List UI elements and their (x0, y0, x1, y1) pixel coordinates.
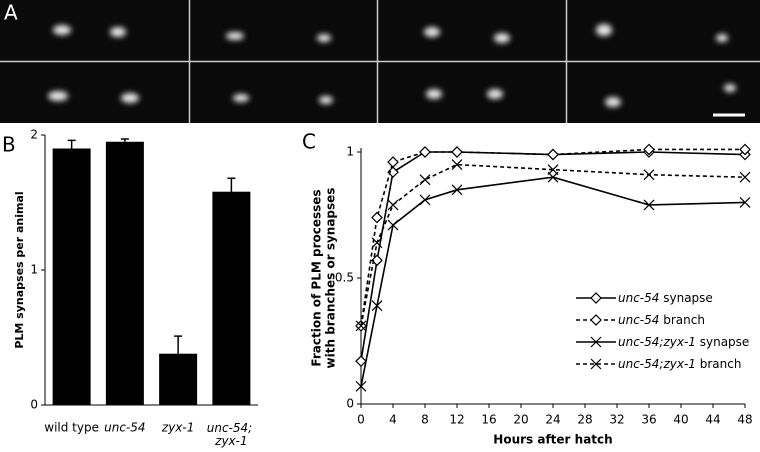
x-tick-label: 24 (545, 413, 560, 427)
marker (371, 211, 383, 224)
marker (371, 237, 383, 249)
x-tick-label: 4 (389, 413, 397, 427)
marker (643, 199, 655, 211)
marker (387, 219, 399, 231)
legend-label: unc-54 branch (618, 313, 705, 327)
marker (547, 164, 559, 176)
marker (419, 146, 431, 158)
legend-label: unc-54 synapse (618, 291, 713, 305)
x-tick-label: 48 (737, 413, 752, 427)
bar (159, 353, 198, 405)
marker (419, 174, 431, 186)
panel-label: B (2, 133, 16, 157)
marker (451, 184, 463, 196)
marker (419, 194, 431, 206)
y-tick-label: 0.5 (335, 271, 354, 285)
x-tick-label: 36 (641, 413, 656, 427)
marker (739, 143, 751, 156)
x-tick-label: wild type (44, 421, 99, 435)
marker (387, 166, 399, 179)
marker (371, 300, 383, 312)
x-tick-label: 40 (673, 413, 688, 427)
panel-label: C (302, 130, 316, 154)
marker (451, 146, 463, 158)
y-axis-label: Fraction of PLM processes (310, 189, 324, 366)
legend-marker (590, 336, 602, 348)
x-tick-label: 28 (577, 413, 592, 427)
x-tick-label: 0 (357, 413, 365, 427)
error-bar (227, 177, 236, 192)
legend-label: unc-54;zyx-1 synapse (618, 335, 749, 349)
marker (643, 169, 655, 181)
series-line (360, 176, 746, 387)
panel-label: A (4, 1, 18, 25)
marker (371, 254, 383, 267)
y-axis-label: PLM synapses per animal (13, 191, 26, 348)
marker (739, 171, 751, 183)
error-bar (67, 139, 76, 149)
series-line (360, 148, 745, 326)
x-tick-label: 8 (421, 413, 429, 427)
x-tick-label: 32 (609, 413, 624, 427)
x-tick-label: 44 (705, 413, 720, 427)
marker (547, 171, 559, 183)
bar (212, 191, 251, 405)
micrographs (0, 0, 760, 123)
bar (105, 141, 144, 405)
x-tick-label: unc-54; zyx-1 (207, 421, 256, 448)
series-line (360, 163, 746, 327)
y-tick-label: 1 (30, 263, 38, 277)
marker (643, 143, 655, 156)
legend-label: unc-54;zyx-1 branch (618, 357, 741, 371)
bar (52, 148, 91, 405)
x-tick-label: 20 (513, 413, 528, 427)
y-axis-label: with branches or synapses (324, 188, 338, 369)
x-tick-label: unc-54 (104, 421, 145, 435)
x-tick-label: 16 (481, 413, 496, 427)
y-tick-label: 0 (30, 398, 38, 412)
marker (739, 196, 751, 208)
y-tick-label: 1 (346, 145, 354, 159)
error-bar (120, 138, 129, 142)
series-line (360, 151, 746, 362)
marker (451, 159, 463, 171)
legend-marker (590, 292, 602, 304)
x-tick-label: zyx-1 (161, 421, 194, 435)
legend-marker (590, 358, 602, 370)
x-tick-label: 12 (449, 413, 464, 427)
error-bar (174, 335, 183, 354)
marker (355, 355, 367, 368)
marker (355, 320, 367, 332)
marker (387, 199, 399, 211)
legend-marker (590, 314, 602, 326)
marker (547, 148, 559, 161)
x-axis-label: Hours after hatch (493, 433, 612, 447)
marker (355, 380, 367, 392)
marker (387, 156, 399, 168)
y-tick-label: 0 (346, 397, 354, 411)
y-tick-label: 2 (30, 128, 38, 142)
